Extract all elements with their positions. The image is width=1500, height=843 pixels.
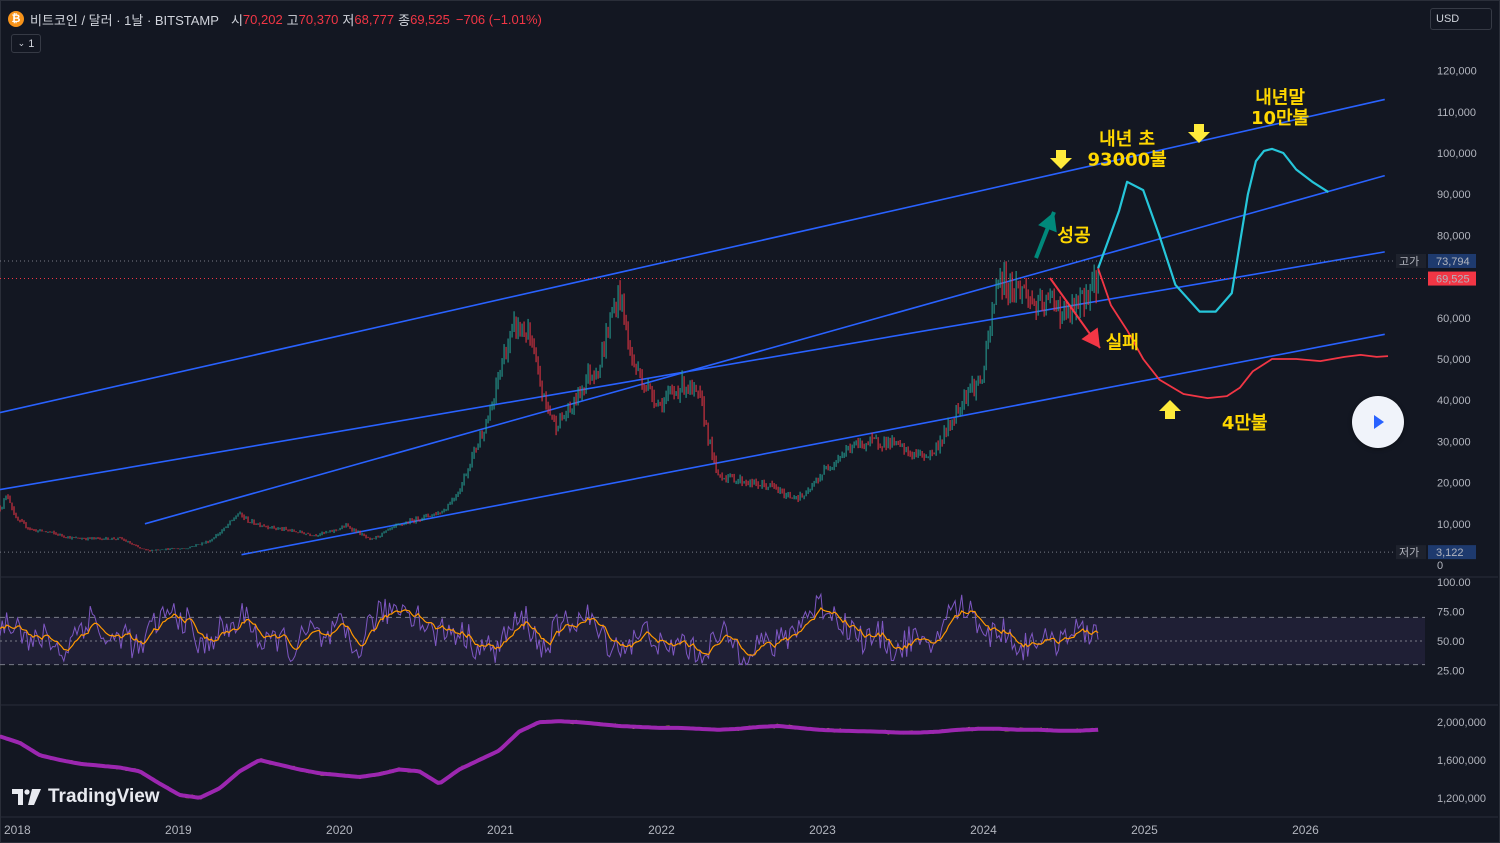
price-axis-tick: 60,000 xyxy=(1437,313,1471,325)
high-value: 70,370 xyxy=(298,11,339,27)
indicator-count: 1 xyxy=(28,37,35,50)
time-axis-tick: 2021 xyxy=(487,823,514,837)
reference-value: 3,122 xyxy=(1436,547,1464,559)
symbol-header: ₿ 비트코인 / 달러 · 1날 · BITSTAMP 시 70,202 고 70,… xyxy=(8,10,542,28)
reference-value-bg xyxy=(1428,271,1476,286)
indicator-axis-tick: 1,200,000 xyxy=(1437,793,1486,805)
price-axis-tick: 40,000 xyxy=(1437,395,1471,407)
chart-annotation: 4만불 xyxy=(1222,413,1268,434)
success-projection-path xyxy=(1097,147,1329,313)
price-axis-tick: 0 xyxy=(1437,560,1443,572)
time-axis-tick: 2018 xyxy=(4,823,31,837)
reference-value: 69,525 xyxy=(1436,274,1470,286)
tradingview-logo: TradingView xyxy=(12,786,160,808)
currency-selector[interactable]: USD xyxy=(1430,8,1492,30)
rsi-line xyxy=(0,592,1099,666)
reference-label: 저가 xyxy=(1399,546,1419,559)
open-label: 시 xyxy=(230,12,243,28)
play-icon xyxy=(1374,415,1384,429)
rsi-ma-line xyxy=(0,607,1099,656)
time-axis-tick: 2026 xyxy=(1292,823,1319,837)
trend-channel-line xyxy=(241,333,1385,556)
time-axis-tick: 2023 xyxy=(809,823,836,837)
failure-arrow-head xyxy=(1081,327,1100,348)
price-axis-tick: 80,000 xyxy=(1437,230,1471,242)
open-value: 70,202 xyxy=(242,11,283,27)
tradingview-logo-text: TradingView xyxy=(48,786,160,807)
low-value: 68,777 xyxy=(354,11,395,27)
indicator-axis-tick: 1,600,000 xyxy=(1437,755,1486,767)
chart-annotation: 93000불 xyxy=(1088,149,1167,170)
failure-projection-path xyxy=(1097,268,1389,400)
close-value: 69,525 xyxy=(410,11,450,27)
price-axis-tick: 120,000 xyxy=(1437,66,1477,78)
price-axis-tick: 90,000 xyxy=(1437,189,1471,201)
close-label: 종 xyxy=(398,12,411,28)
reference-value: 73,794 xyxy=(1436,256,1470,268)
change-value: −706 (−1.01%) xyxy=(455,11,542,27)
success-arrow-head xyxy=(1038,212,1057,233)
time-axis-tick: 2020 xyxy=(326,823,353,837)
chart-annotation: 내년 초 xyxy=(1099,129,1155,150)
candles-group xyxy=(0,261,1099,552)
price-axis-tick: 10,000 xyxy=(1437,519,1471,531)
price-axis-tick: 110,000 xyxy=(1437,107,1476,119)
time-axis-tick: 2025 xyxy=(1131,823,1158,837)
trend-channel-line xyxy=(144,174,1385,525)
reference-value-bg xyxy=(1428,545,1476,560)
price-axis-tick: 30,000 xyxy=(1437,436,1471,448)
trend-channel-line xyxy=(0,251,1385,491)
replay-button[interactable] xyxy=(1352,396,1404,448)
chevron-down-icon: ⌄ xyxy=(17,38,26,48)
indicator-axis-tick: 2,000,000 xyxy=(1437,717,1486,729)
symbol-title[interactable]: 비트코인 / 달러 · 1날 · BITSTAMP xyxy=(30,12,219,28)
rsi-band-fill xyxy=(0,617,1425,665)
reference-label: 고가 xyxy=(1399,255,1419,268)
time-axis-tick: 2019 xyxy=(165,823,192,837)
tradingview-logo-icon xyxy=(12,789,41,805)
chart-annotation: 내년말 xyxy=(1255,88,1305,109)
time-axis-tick: 2022 xyxy=(648,823,675,837)
reference-label-bg xyxy=(1396,545,1426,560)
price-axis-tick: 100,000 xyxy=(1437,148,1477,160)
target-93000-marker xyxy=(1050,150,1072,169)
target-40000-marker xyxy=(1159,400,1181,419)
reference-label-bg xyxy=(1396,253,1426,268)
chart-annotation: 10만불 xyxy=(1251,108,1309,129)
trend-channel-line xyxy=(0,98,1385,414)
reference-value-bg xyxy=(1428,253,1476,268)
indicator-line xyxy=(0,719,1099,800)
time-axis-tick: 2024 xyxy=(970,823,997,837)
rsi-axis-tick: 75.00 xyxy=(1437,607,1465,619)
bitcoin-icon: ₿ xyxy=(8,11,24,27)
chart-annotation: 실패 xyxy=(1106,333,1139,354)
rsi-axis-tick: 25.00 xyxy=(1437,666,1465,678)
target-100000-marker xyxy=(1188,124,1210,143)
chart-annotation: 성공 xyxy=(1057,226,1090,247)
low-label: 저 xyxy=(342,12,355,28)
rsi-axis-tick: 50.00 xyxy=(1437,636,1465,648)
price-axis-tick: 20,000 xyxy=(1437,478,1471,490)
price-axis-tick: 50,000 xyxy=(1437,354,1471,366)
rsi-axis-tick: 100.00 xyxy=(1437,577,1471,589)
collapse-legend-button[interactable]: ⌄ 1 xyxy=(11,34,41,53)
high-label: 고 xyxy=(286,12,299,28)
